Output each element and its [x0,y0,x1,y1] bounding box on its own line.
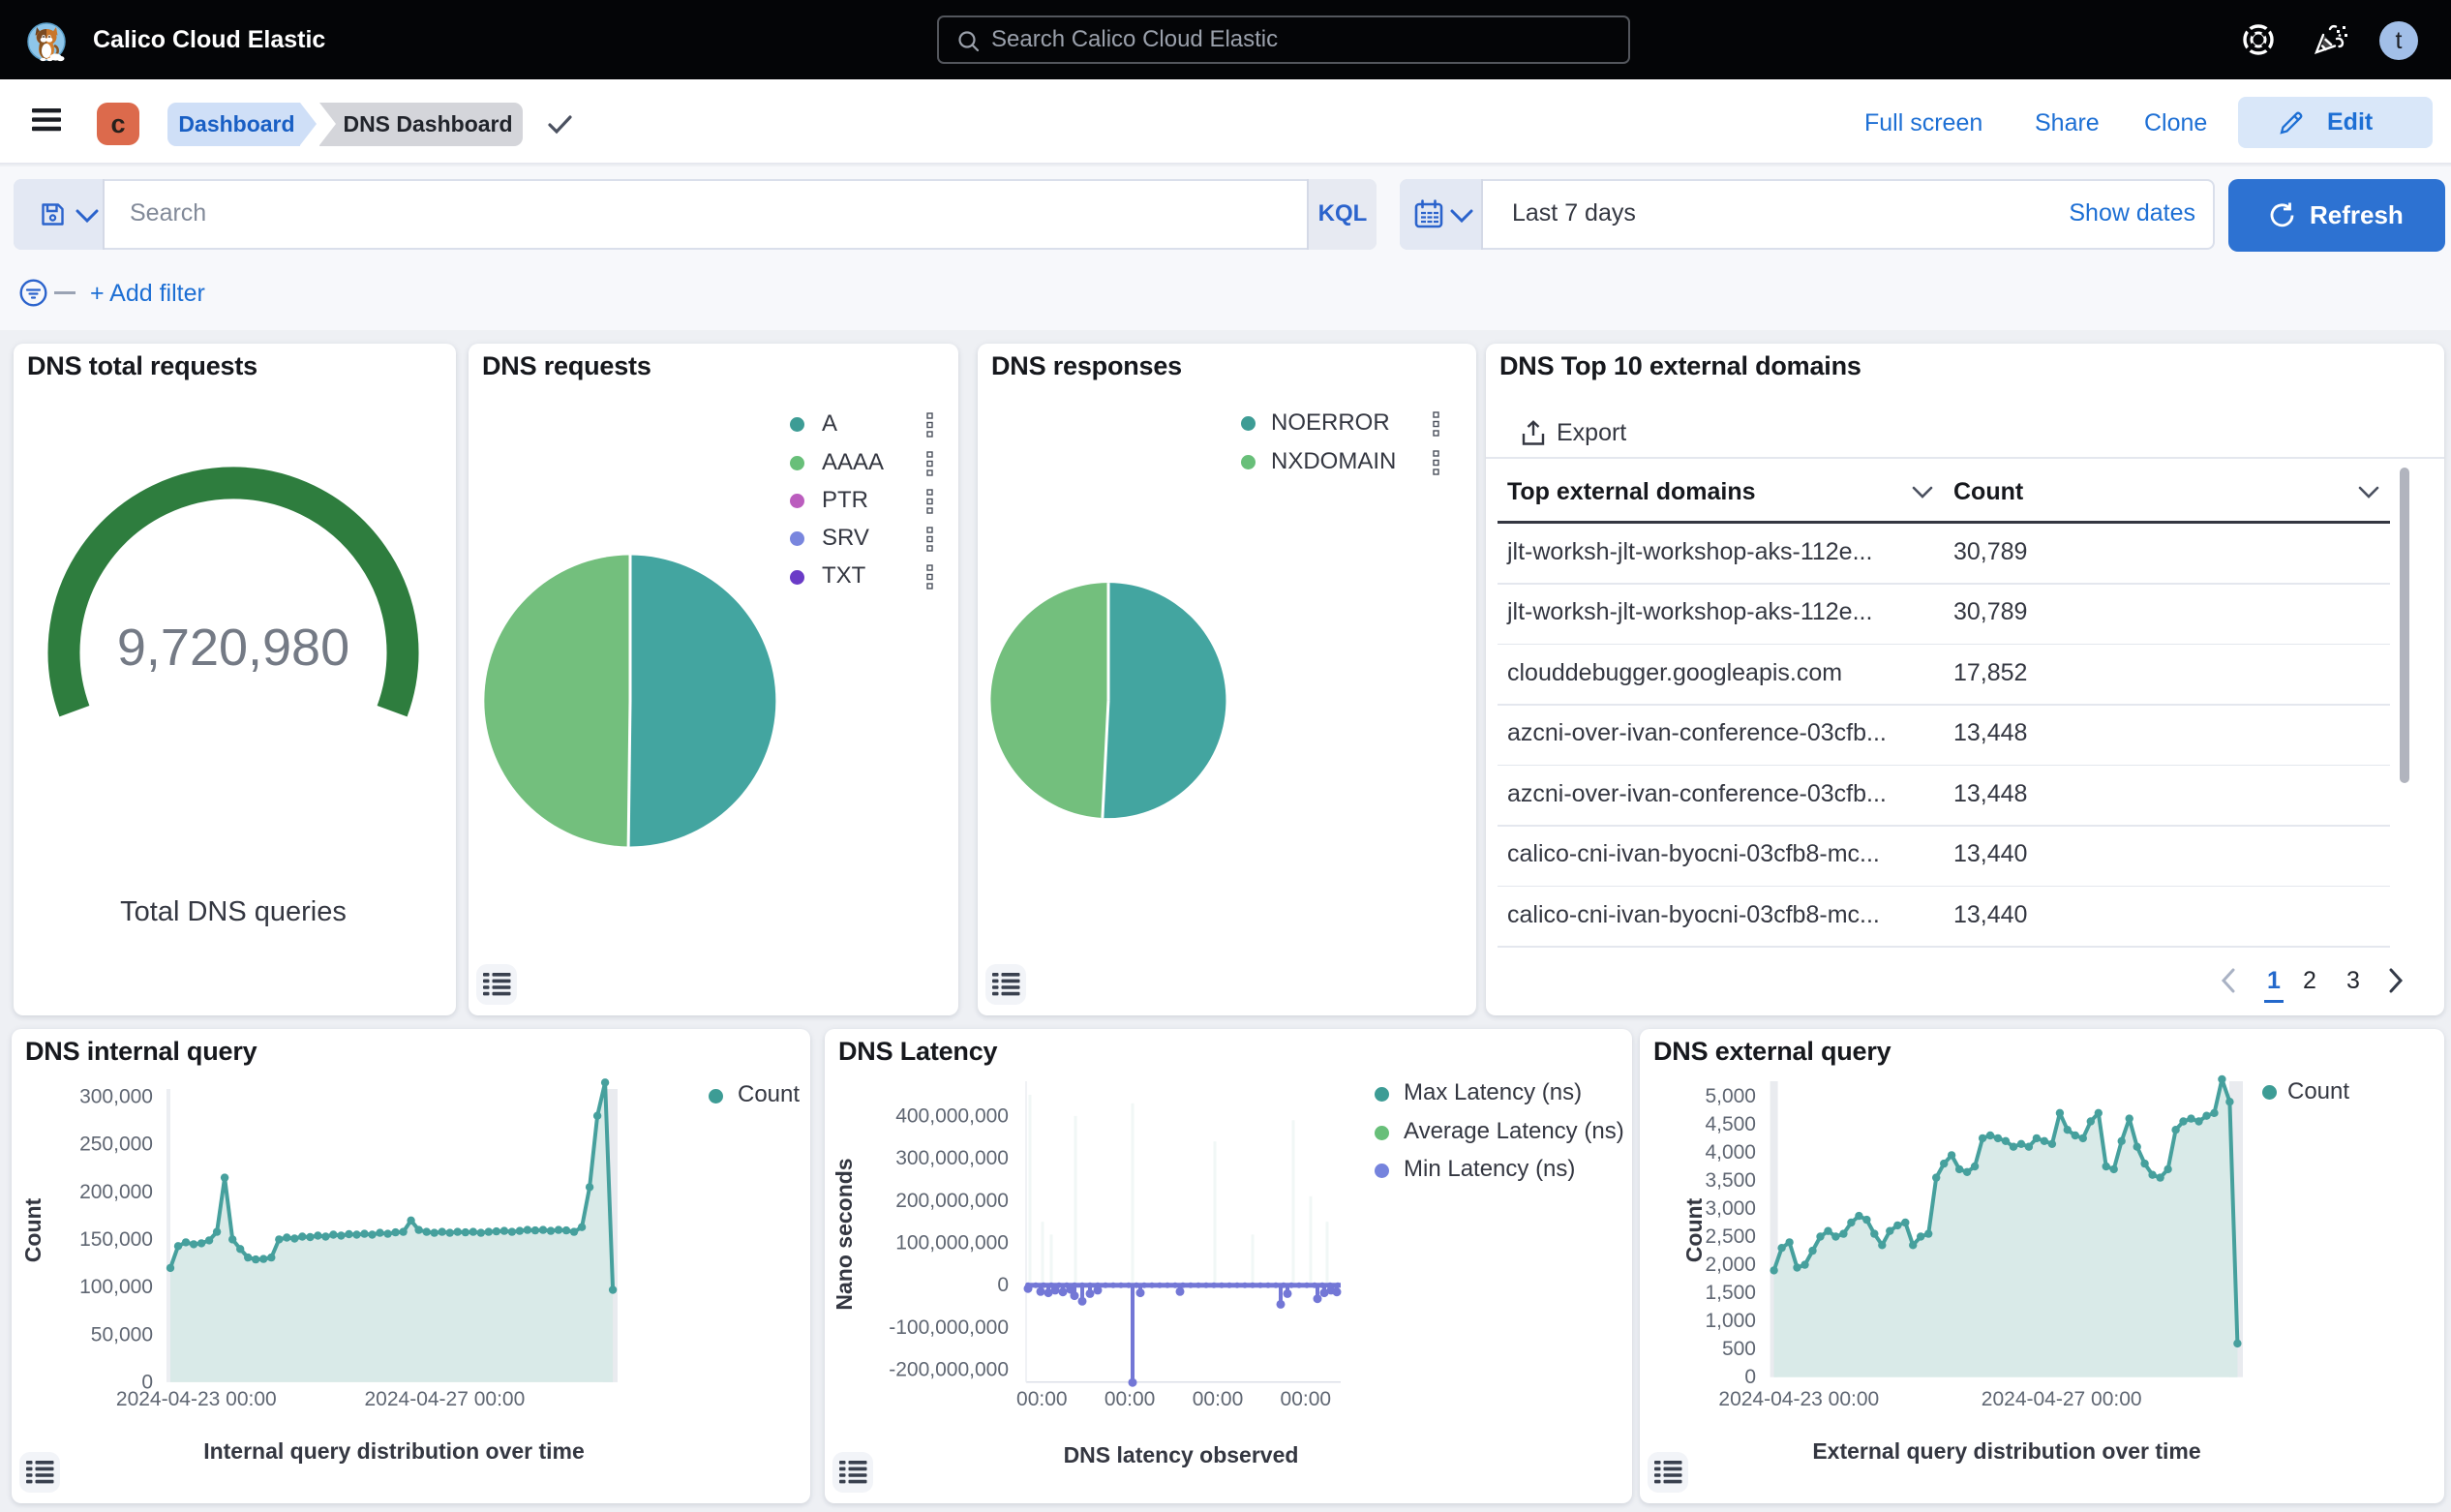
svg-text:5,000: 5,000 [1705,1085,1756,1107]
svg-text:2,500: 2,500 [1705,1225,1756,1248]
svg-text:9,720,980: 9,720,980 [117,619,349,677]
svg-text:1,500: 1,500 [1705,1282,1756,1304]
svg-text:1,000: 1,000 [1705,1310,1756,1332]
svg-text:500: 500 [1722,1338,1756,1360]
svg-text:Total DNS queries: Total DNS queries [120,896,347,927]
svg-text:00:00: 00:00 [1016,1388,1068,1410]
svg-text:2024-04-27 00:00: 2024-04-27 00:00 [364,1388,525,1410]
svg-text:2024-04-27 00:00: 2024-04-27 00:00 [1982,1388,2142,1410]
svg-text:4,000: 4,000 [1705,1141,1756,1164]
svg-text:External query distribution ov: External query distribution over time [1812,1438,2200,1464]
svg-text:200,000: 200,000 [79,1181,153,1203]
svg-text:DNS latency observed: DNS latency observed [1064,1442,1299,1467]
svg-text:150,000: 150,000 [79,1228,153,1251]
svg-text:Internal query distribution ov: Internal query distribution over time [203,1438,585,1464]
svg-text:2024-04-23 00:00: 2024-04-23 00:00 [116,1388,277,1410]
svg-text:0: 0 [141,1371,153,1393]
svg-text:Nano seconds: Nano seconds [832,1158,857,1310]
svg-text:00:00: 00:00 [1104,1388,1156,1410]
svg-text:2024-04-23 00:00: 2024-04-23 00:00 [1718,1388,1879,1410]
svg-text:0: 0 [997,1274,1009,1296]
svg-text:400,000,000: 400,000,000 [895,1104,1009,1127]
svg-text:3,500: 3,500 [1705,1169,1756,1192]
svg-text:2,000: 2,000 [1705,1254,1756,1276]
svg-text:100,000,000: 100,000,000 [895,1232,1009,1255]
svg-text:250,000: 250,000 [79,1134,153,1156]
svg-text:-200,000,000: -200,000,000 [889,1359,1009,1381]
svg-text:00:00: 00:00 [1193,1388,1244,1410]
svg-text:0: 0 [1744,1366,1756,1388]
svg-text:50,000: 50,000 [91,1323,153,1346]
svg-text:300,000: 300,000 [79,1086,153,1108]
svg-text:00:00: 00:00 [1281,1388,1332,1410]
svg-text:Count: Count [1681,1197,1707,1262]
svg-text:Count: Count [20,1197,45,1262]
svg-text:4,500: 4,500 [1705,1113,1756,1135]
svg-text:100,000: 100,000 [79,1276,153,1298]
svg-text:-100,000,000: -100,000,000 [889,1316,1009,1339]
svg-text:200,000,000: 200,000,000 [895,1190,1009,1212]
svg-text:300,000,000: 300,000,000 [895,1147,1009,1169]
svg-text:3,000: 3,000 [1705,1197,1756,1220]
